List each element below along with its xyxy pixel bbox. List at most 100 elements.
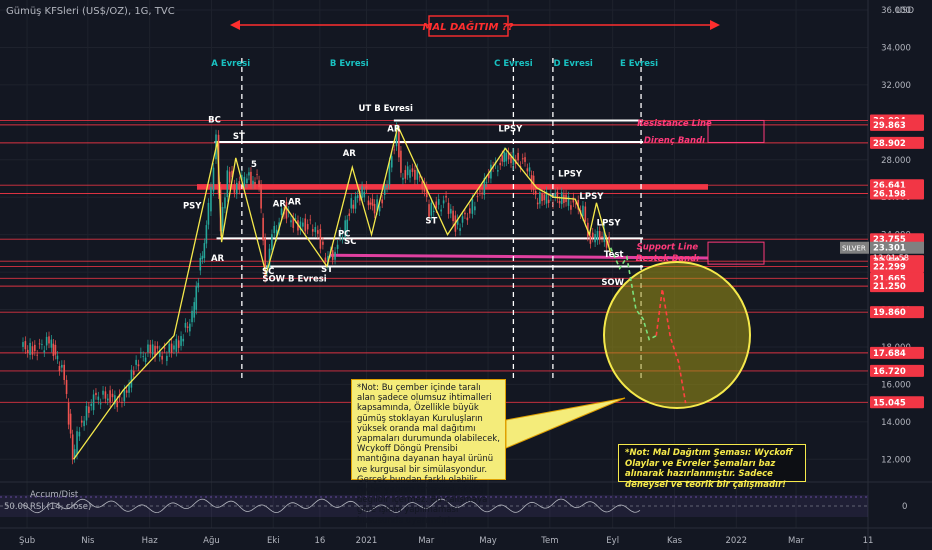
- candle-body: [563, 194, 565, 203]
- level-label: 26.198: [873, 189, 906, 199]
- candle-body: [363, 191, 366, 198]
- candle-body: [440, 209, 442, 212]
- candle-body: [210, 186, 212, 212]
- candle-body: [324, 257, 327, 262]
- candle-body: [461, 216, 464, 223]
- candle-body: [381, 199, 383, 204]
- chart-annotation: PC: [338, 230, 350, 240]
- candle-body: [400, 150, 402, 173]
- candle-body: [534, 191, 537, 195]
- candle-body: [418, 176, 421, 178]
- level-tag: [870, 118, 924, 131]
- support-label-box: [707, 241, 765, 265]
- candle-body: [469, 208, 471, 214]
- candle-body: [361, 186, 363, 198]
- candle-body: [226, 170, 229, 198]
- title-box: [428, 15, 509, 37]
- candle-body: [501, 155, 504, 162]
- candle-body: [197, 282, 200, 288]
- level-tag: [870, 136, 924, 149]
- candle-body: [250, 171, 252, 185]
- level-tag: [870, 187, 924, 200]
- price-now-label: 23.301: [873, 244, 906, 254]
- candle-body: [402, 177, 404, 180]
- candle-body: [521, 158, 524, 160]
- candle-body: [365, 185, 368, 189]
- rsi-scale-label: 50.00: [4, 502, 29, 512]
- candle-body: [421, 181, 423, 190]
- candle-body: [201, 255, 204, 260]
- candle-body: [43, 350, 46, 353]
- chart-annotation: D Evresi: [554, 59, 593, 69]
- candle-body: [186, 326, 189, 328]
- candle-body: [205, 225, 208, 244]
- candle-body: [102, 390, 104, 395]
- chart-annotation: LPSY: [558, 170, 583, 180]
- candle-body: [71, 434, 74, 460]
- candle-body: [406, 166, 409, 176]
- x-tick-label: Eyl: [606, 536, 619, 546]
- candle-body: [404, 170, 407, 179]
- candle-body: [378, 206, 381, 212]
- candle-body: [177, 340, 180, 348]
- candle-body: [348, 213, 351, 216]
- candle-body: [447, 202, 450, 214]
- candle-body: [499, 162, 502, 166]
- candle-body: [260, 184, 262, 209]
- level-label: 17.684: [873, 349, 906, 359]
- candle-body: [144, 357, 147, 362]
- candle-body: [285, 201, 288, 219]
- candle-body: [254, 181, 256, 185]
- candle-body: [149, 344, 152, 354]
- candle-body: [104, 391, 107, 399]
- candle-body: [170, 343, 173, 353]
- candle-body: [235, 182, 238, 195]
- y-tick-label: 34.000: [881, 43, 911, 53]
- candle-body: [437, 198, 440, 205]
- candle-body: [142, 356, 145, 357]
- x-tick-label: Nis: [81, 536, 95, 546]
- candle-body: [459, 228, 461, 231]
- candle-body: [52, 343, 55, 357]
- candle-body: [34, 344, 36, 352]
- candle-body: [425, 186, 428, 198]
- candle-body: [598, 230, 601, 240]
- candle-body: [398, 130, 400, 158]
- rsi-right-label: 0: [902, 502, 908, 512]
- chart-annotation: ST: [233, 132, 245, 142]
- candle-body: [294, 218, 297, 220]
- candle-body: [140, 352, 142, 354]
- candle-body: [67, 402, 70, 425]
- candle-body: [510, 156, 512, 164]
- candle-body: [246, 178, 248, 184]
- x-tick-label: 16: [314, 536, 325, 546]
- x-tick-label: 2022: [725, 536, 747, 546]
- candle-body: [528, 167, 531, 172]
- candle-body: [386, 184, 388, 188]
- candle-body: [314, 226, 317, 233]
- x-tick-label: 2021: [356, 536, 378, 546]
- candle-body: [526, 168, 529, 172]
- candle-body: [409, 169, 411, 178]
- chart-annotation: 5: [251, 160, 257, 170]
- candle-body: [95, 392, 97, 396]
- candle-body: [344, 220, 346, 237]
- candle-body: [490, 164, 492, 179]
- candle-body: [38, 343, 41, 345]
- candle-body: [76, 431, 78, 455]
- candle-body: [432, 210, 435, 213]
- projection-red: [655, 288, 687, 404]
- chart-annotation: E Evresi: [620, 59, 658, 69]
- candle-body: [503, 152, 506, 163]
- candle-body: [56, 355, 59, 360]
- candle-body: [36, 354, 38, 356]
- method-note: *Not: Mal Dağıtım Şeması: Wyckoff Olayla…: [618, 444, 806, 490]
- title-box-label: MAL DAĞITIM ??: [422, 20, 513, 33]
- candle-body: [428, 204, 430, 217]
- candle-body: [395, 127, 398, 147]
- candle-body: [156, 346, 159, 349]
- candle-body: [390, 156, 393, 168]
- x-tick-label: Mar: [418, 536, 435, 546]
- candle-body: [445, 195, 447, 198]
- callout-pointer: [505, 397, 626, 449]
